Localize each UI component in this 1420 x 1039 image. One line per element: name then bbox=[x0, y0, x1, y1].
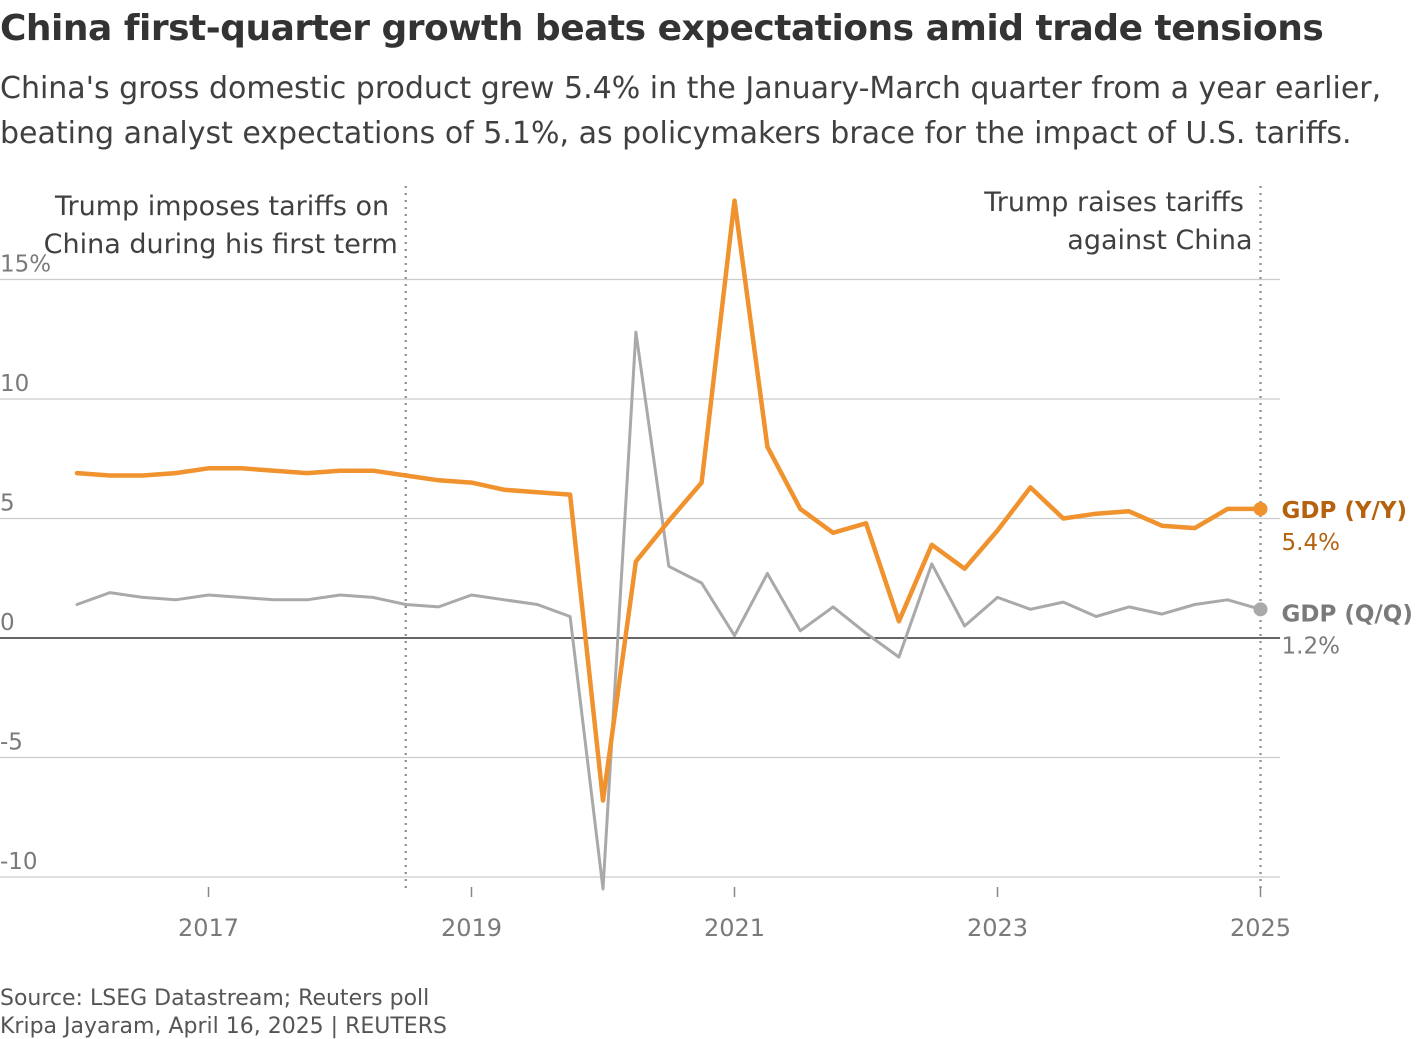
y-tick-label: 10 bbox=[0, 371, 29, 397]
gridlines bbox=[0, 278, 1280, 878]
annotation-first-term: Trump imposes tariffs on China during hi… bbox=[44, 191, 398, 260]
series-label-yy: GDP (Y/Y) bbox=[1282, 498, 1408, 524]
annotation-raises-tariffs-line-1: Trump raises tariffs bbox=[983, 187, 1244, 218]
series-line-yy bbox=[74, 198, 1263, 803]
annotation-raises-tariffs: Trump raises tariffs against China bbox=[983, 187, 1252, 256]
credit-note: Kripa Jayaram, April 16, 2025 | REUTERS bbox=[0, 1014, 447, 1039]
annotation-raises-tariffs-line-2: against China bbox=[1067, 225, 1252, 256]
end-marker-yy bbox=[1253, 501, 1268, 516]
chart-title: China first-quarter growth beats expecta… bbox=[0, 8, 1324, 49]
x-tick-label: 2021 bbox=[704, 914, 765, 942]
y-tick-label: -5 bbox=[0, 730, 23, 756]
source-note: Source: LSEG Datastream; Reuters poll bbox=[0, 986, 430, 1011]
x-tick-label: 2019 bbox=[441, 914, 502, 942]
chart-subtitle: China's gross domestic product grew 5.4%… bbox=[0, 71, 1382, 151]
y-tick-label: -10 bbox=[0, 849, 38, 875]
series-value-yy: 5.4% bbox=[1282, 530, 1340, 556]
y-axis-ticks: 15% 10 5 0 -5 -10 bbox=[0, 252, 51, 876]
series-label-qq: GDP (Q/Q) bbox=[1282, 601, 1413, 627]
series-line-qq bbox=[75, 330, 1262, 891]
x-tick-label: 2025 bbox=[1230, 914, 1291, 942]
x-tick-label: 2017 bbox=[178, 914, 239, 942]
annotation-first-term-line-2: China during his first term bbox=[44, 229, 398, 260]
series-labels: GDP (Y/Y) 5.4% GDP (Q/Q) 1.2% bbox=[1282, 498, 1413, 659]
y-tick-label: 0 bbox=[0, 610, 15, 636]
end-marker-qq bbox=[1253, 602, 1268, 617]
y-tick-label: 15% bbox=[0, 252, 51, 278]
x-tick-label: 2023 bbox=[967, 914, 1028, 942]
series-value-qq: 1.2% bbox=[1282, 633, 1340, 659]
series-lines bbox=[74, 198, 1268, 891]
annotation-first-term-line-1: Trump imposes tariffs on bbox=[54, 191, 389, 222]
x-axis-ticks: 2017 2019 2021 2023 2025 bbox=[178, 887, 1291, 942]
annotations: Trump imposes tariffs on China during hi… bbox=[44, 186, 1262, 889]
y-tick-label: 5 bbox=[0, 491, 15, 517]
